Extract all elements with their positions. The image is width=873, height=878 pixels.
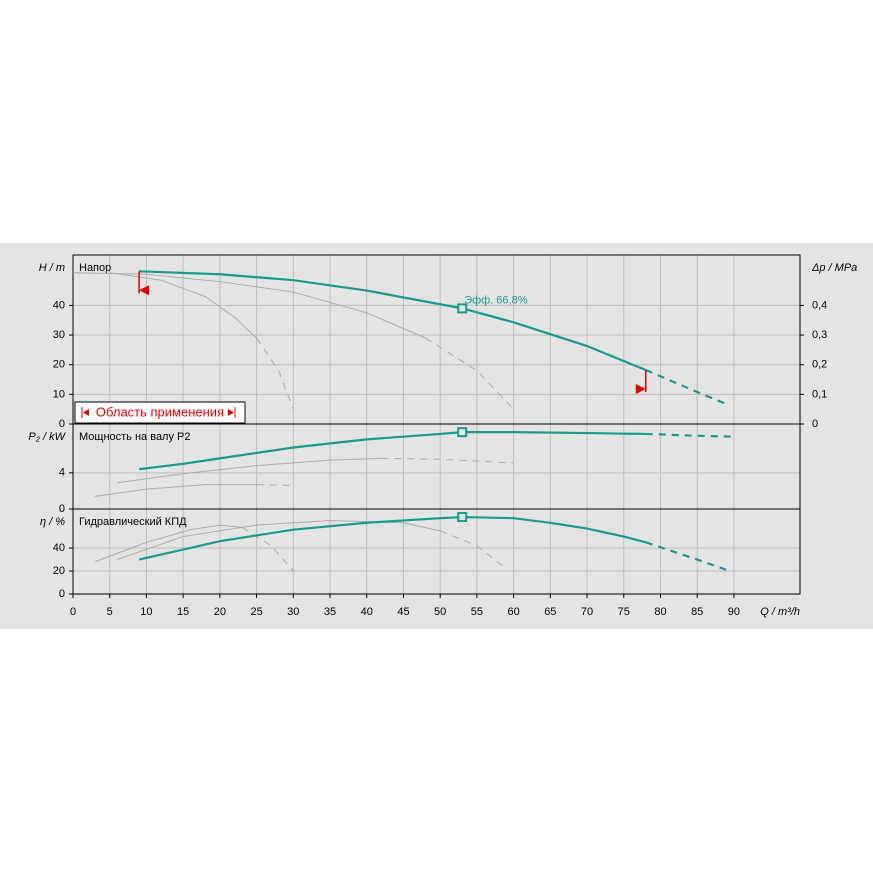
- curve: [109, 272, 257, 339]
- panel-title: Мощность на валу P2: [79, 431, 191, 443]
- curve: [241, 526, 294, 572]
- range-box: [74, 401, 246, 424]
- curve: [256, 337, 294, 410]
- x-tick-label: 10: [140, 606, 152, 618]
- curve: [645, 369, 727, 406]
- panel-title: Напор: [79, 262, 111, 274]
- curve: [425, 337, 514, 410]
- curve: [439, 530, 507, 570]
- x-tick-label: 35: [324, 606, 336, 618]
- range-arrow: [139, 285, 150, 296]
- curve: [116, 519, 441, 561]
- y2-tick-label: 0: [812, 418, 818, 430]
- y-axis-label: P₂ / kW: [28, 431, 66, 443]
- y-tick-label: 40: [53, 299, 65, 311]
- x-tick-label: 20: [214, 606, 226, 618]
- y-tick-label: 0: [59, 588, 65, 600]
- curve: [94, 484, 257, 497]
- curve: [138, 431, 646, 471]
- x-tick-label: 65: [544, 606, 556, 618]
- y-tick-label: 10: [53, 388, 65, 400]
- y-axis-label: η / %: [40, 516, 65, 528]
- y2-axis-label: Δp / MPa: [811, 262, 857, 274]
- x-axis-label: Q / m³/h: [760, 606, 800, 618]
- box-arrow: [228, 409, 234, 416]
- y2-tick-label: 0,2: [812, 359, 827, 371]
- y-tick-label: 30: [53, 329, 65, 341]
- curve: [139, 270, 647, 372]
- x-tick-label: 30: [287, 606, 299, 618]
- panel-frame: [72, 508, 801, 595]
- y2-tick-label: 0,1: [812, 388, 827, 400]
- y-tick-label: 4: [59, 467, 65, 479]
- duty-point: [457, 303, 468, 314]
- x-tick-label: 80: [654, 606, 666, 618]
- x-tick-label: 50: [434, 606, 446, 618]
- duty-point: [457, 512, 468, 523]
- x-tick-label: 90: [728, 606, 740, 618]
- curve: [256, 484, 294, 486]
- box-arrow: [83, 409, 89, 416]
- curve: [645, 432, 734, 438]
- curve: [72, 272, 426, 339]
- x-tick-label: 45: [397, 606, 409, 618]
- y-tick-label: 0: [59, 503, 65, 515]
- range-label: Область применения: [96, 404, 224, 419]
- x-tick-label: 15: [177, 606, 189, 618]
- x-tick-label: 85: [691, 606, 703, 618]
- y-tick-label: 20: [53, 565, 65, 577]
- x-tick-label: 75: [618, 606, 630, 618]
- duty-point: [457, 427, 468, 438]
- y-tick-label: 40: [53, 542, 65, 554]
- x-tick-label: 40: [361, 606, 373, 618]
- x-tick-label: 60: [507, 606, 519, 618]
- range-arrow: [635, 384, 646, 395]
- x-tick-label: 70: [581, 606, 593, 618]
- curve: [645, 541, 727, 571]
- panel-title: Гидравлический КПД: [79, 516, 187, 528]
- curve: [94, 524, 242, 563]
- y-tick-label: 0: [59, 418, 65, 430]
- y-tick-label: 20: [53, 359, 65, 371]
- annotation: Эфф. 66,8%: [464, 294, 528, 306]
- curve: [381, 457, 514, 464]
- y-axis-label: H / m: [39, 262, 65, 274]
- x-tick-label: 55: [471, 606, 483, 618]
- curve: [116, 457, 382, 484]
- y2-tick-label: 0,4: [812, 299, 827, 311]
- y2-tick-label: 0,3: [812, 329, 827, 341]
- x-tick-label: 0: [70, 606, 76, 618]
- x-tick-label: 5: [107, 606, 113, 618]
- x-tick-label: 25: [250, 606, 262, 618]
